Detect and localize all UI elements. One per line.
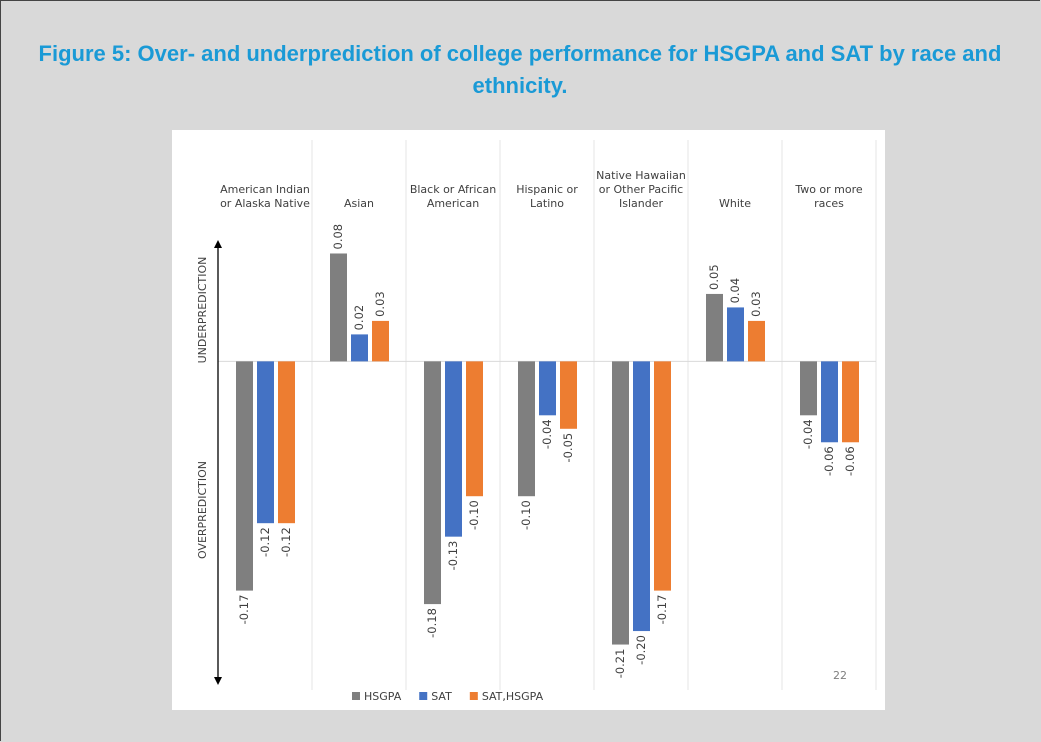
category-label: Native Hawaiian or Other Pacific Islande… <box>596 169 686 210</box>
bar <box>821 361 838 443</box>
bar <box>518 361 535 497</box>
bar <box>445 361 462 537</box>
y-annotation: OVERPREDICTION <box>196 461 209 559</box>
value-label: -0.21 <box>613 649 627 679</box>
bar <box>727 307 744 362</box>
value-label: 0.04 <box>728 278 742 304</box>
value-label: -0.20 <box>634 635 648 665</box>
value-label: -0.13 <box>446 541 460 571</box>
value-label: -0.18 <box>425 608 439 638</box>
bar <box>372 320 389 362</box>
value-label: -0.06 <box>822 446 836 476</box>
axis-arrow <box>214 677 222 685</box>
value-label: 0.08 <box>331 224 345 250</box>
bar <box>560 361 577 429</box>
category-label: Asian <box>343 197 375 210</box>
bar <box>236 361 253 591</box>
value-label: -0.04 <box>540 419 554 449</box>
value-label: 0.03 <box>749 291 763 317</box>
bar <box>278 361 295 524</box>
value-label: -0.17 <box>237 595 251 625</box>
value-label: -0.10 <box>519 500 533 530</box>
axis-arrow <box>214 240 222 248</box>
bar <box>612 361 629 645</box>
bar <box>466 361 483 497</box>
value-label: 0.02 <box>352 305 366 331</box>
legend-swatch <box>352 692 360 700</box>
page-number: 22 <box>833 669 847 682</box>
bar <box>654 361 671 591</box>
category-label: Two or more races <box>795 183 863 210</box>
value-label: -0.06 <box>843 446 857 476</box>
bar <box>633 361 650 632</box>
legend-swatch <box>469 692 478 700</box>
chart-title: Figure 5: Over- and underprediction of c… <box>38 41 1002 98</box>
bar <box>748 320 765 362</box>
value-label: -0.10 <box>467 500 481 530</box>
value-label: -0.05 <box>561 433 575 463</box>
bar <box>257 361 274 524</box>
legend-label: HSGPA <box>364 690 402 703</box>
category-label: Hispanic or Latino <box>516 183 578 210</box>
bar <box>706 293 723 362</box>
bar <box>842 361 859 443</box>
category-label: American Indian or Alaska Native <box>220 183 310 210</box>
bar <box>351 334 368 362</box>
value-label: -0.12 <box>258 527 272 557</box>
bar <box>330 253 347 362</box>
value-label: 0.03 <box>373 291 387 317</box>
bar <box>539 361 556 416</box>
legend-label: SAT,HSGPA <box>482 690 544 703</box>
value-label: 0.05 <box>707 264 721 290</box>
value-label: -0.04 <box>801 419 815 449</box>
bar <box>800 361 817 416</box>
legend-swatch <box>419 692 428 700</box>
value-label: -0.17 <box>655 595 669 625</box>
bar <box>424 361 441 605</box>
category-label: White <box>719 197 751 210</box>
category-label: Black or African American <box>409 183 497 210</box>
value-label: -0.12 <box>279 527 293 557</box>
legend-label: SAT <box>431 690 452 703</box>
y-annotation: UNDERPREDICTION <box>196 257 209 364</box>
